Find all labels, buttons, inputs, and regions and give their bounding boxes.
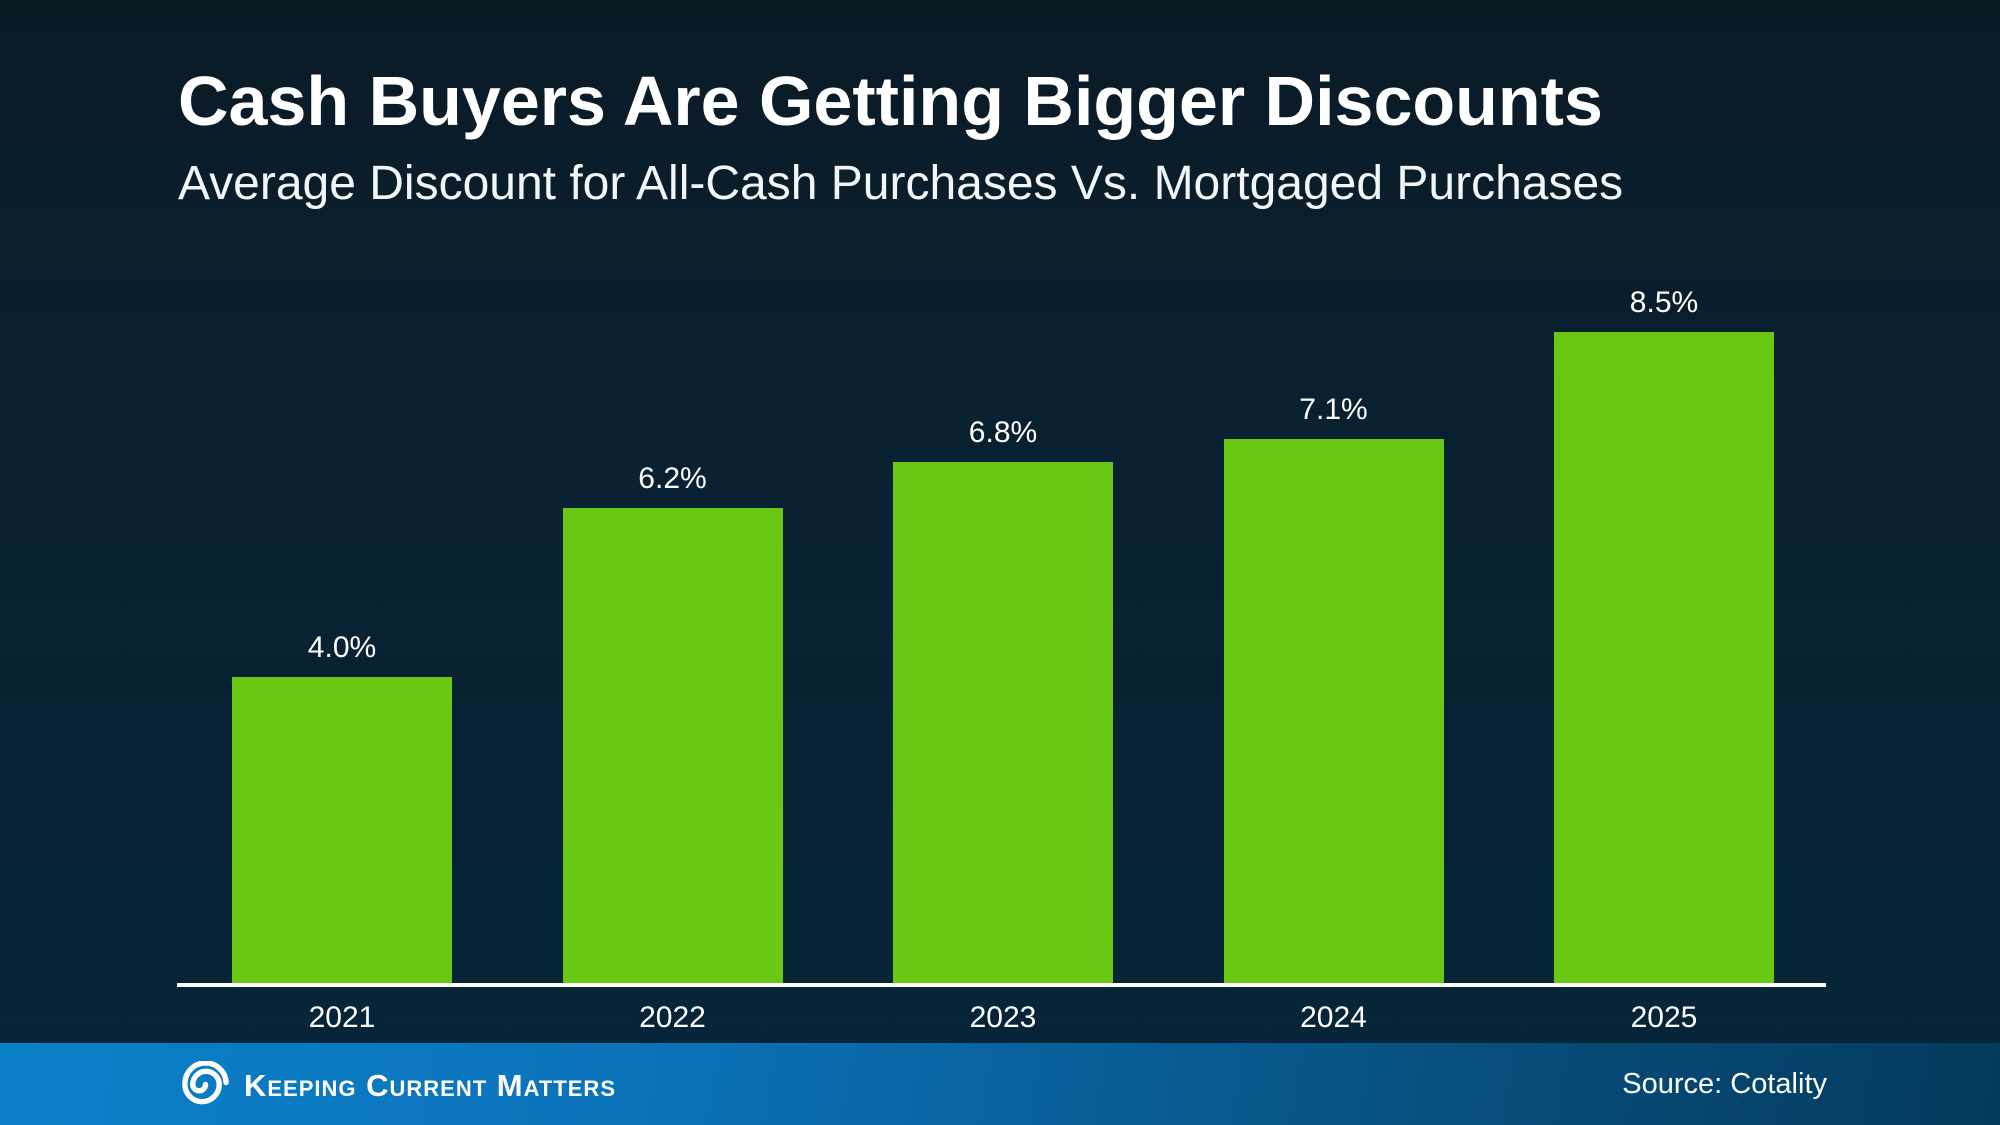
bar — [232, 677, 452, 983]
bar — [562, 508, 783, 983]
x-axis-tick-label: 2025 — [1630, 1001, 1698, 1034]
bar — [893, 462, 1113, 983]
bar-group: 6.8% 2023 — [893, 240, 1113, 1033]
brand: Keeping Current Matters — [182, 1060, 616, 1108]
bar-value-label: 6.2% — [638, 462, 707, 495]
bar-group: 4.0% 2021 — [232, 240, 452, 1033]
bar-group: 8.5% 2025 — [1554, 240, 1774, 1033]
brand-name: Keeping Current Matters — [244, 1067, 616, 1103]
bar-value-label: 7.1% — [1299, 393, 1368, 426]
bar-group: 7.1% 2024 — [1223, 240, 1444, 1033]
bar-chart: 4.0% 2021 6.2% 2022 6.8% 2023 7.1% 2024 … — [177, 240, 1826, 1033]
kcm-spiral-icon — [182, 1060, 229, 1104]
bar-group: 6.2% 2022 — [562, 240, 783, 1033]
header: Cash Buyers Are Getting Bigger Discounts… — [178, 66, 1900, 208]
x-axis-tick-label: 2021 — [308, 1001, 376, 1034]
x-axis-tick-label: 2023 — [969, 1001, 1037, 1034]
bar — [1223, 439, 1444, 983]
bar-value-label: 8.5% — [1629, 286, 1699, 319]
x-axis-line — [177, 983, 1826, 987]
bar-value-label: 4.0% — [307, 631, 377, 664]
bar-value-label: 6.8% — [968, 416, 1038, 449]
page-title: Cash Buyers Are Getting Bigger Discounts — [178, 62, 1603, 140]
x-axis-tick-label: 2024 — [1300, 1001, 1367, 1034]
x-axis-tick-label: 2022 — [639, 1001, 706, 1034]
footer-bar: Keeping Current Matters Source: Cotality — [0, 1043, 2000, 1125]
page-subtitle: Average Discount for All-Cash Purchases … — [178, 157, 1624, 210]
source-text: Source: Cotality — [1622, 1067, 1827, 1100]
bar — [1554, 332, 1774, 983]
